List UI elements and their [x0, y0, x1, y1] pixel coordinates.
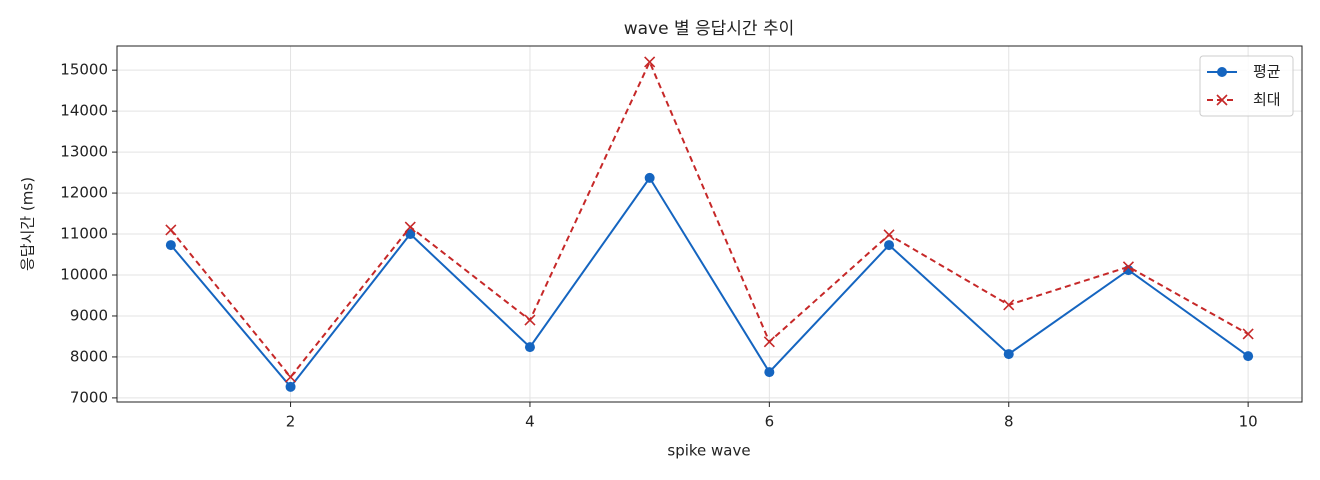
series-line — [170, 59, 1249, 379]
marker — [165, 224, 177, 236]
series-line — [170, 176, 1249, 389]
marker — [884, 240, 895, 251]
marker — [883, 229, 895, 241]
y-axis-label: 응답시간 (ms) — [19, 177, 37, 271]
marker — [644, 56, 656, 68]
marker — [524, 342, 535, 353]
marker — [404, 221, 416, 233]
marker — [524, 314, 536, 326]
marker — [644, 172, 655, 183]
marker — [1003, 349, 1014, 360]
marker — [285, 381, 296, 392]
x-tick-label: 8 — [1004, 413, 1014, 431]
marker — [1242, 328, 1254, 340]
x-tick-label: 2 — [286, 413, 296, 431]
marker — [1003, 299, 1015, 311]
legend-marker — [1216, 94, 1228, 106]
plot-frame — [116, 45, 1303, 403]
x-tick-label: 4 — [525, 413, 535, 431]
y-tick-label: 11000 — [60, 225, 108, 243]
marker — [405, 229, 416, 240]
y-tick-label: 14000 — [60, 102, 108, 120]
y-tick-label: 8000 — [70, 347, 108, 365]
marker — [1243, 351, 1254, 362]
x-axis-label: spike wave — [667, 442, 750, 460]
legend-marker — [1217, 67, 1227, 77]
chart-title: wave 별 응답시간 추이 — [624, 19, 795, 39]
marker — [165, 240, 176, 251]
y-tick-label: 12000 — [60, 184, 108, 202]
y-tick-label: 9000 — [70, 306, 108, 324]
marker — [763, 336, 775, 348]
legend-label: 평균 — [1253, 63, 1281, 81]
y-tick-label: 7000 — [70, 388, 108, 406]
legend-label: 최대 — [1253, 91, 1281, 109]
y-tick-label: 15000 — [60, 61, 108, 79]
y-tick-label: 13000 — [60, 143, 108, 161]
x-tick-label: 6 — [765, 413, 775, 431]
marker — [764, 367, 775, 378]
marker — [1122, 261, 1135, 273]
y-tick-label: 10000 — [60, 266, 108, 284]
x-tick-label: 10 — [1239, 413, 1258, 431]
marker — [284, 371, 297, 383]
